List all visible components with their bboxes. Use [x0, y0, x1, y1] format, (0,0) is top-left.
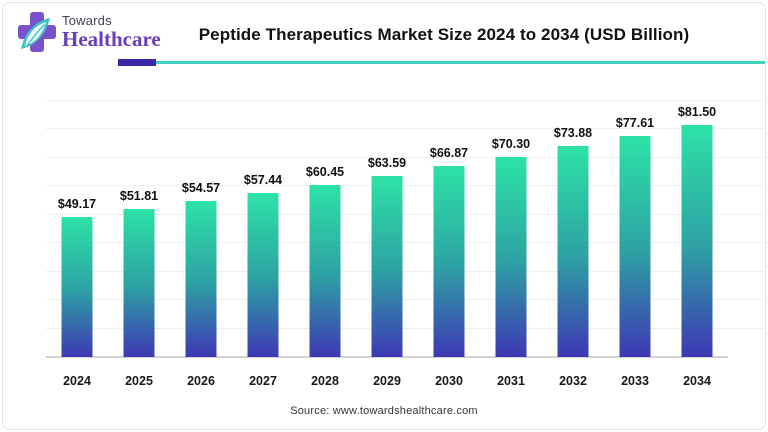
bar-2034 [681, 124, 713, 357]
x-axis-line [46, 356, 728, 358]
x-tick-label-2030: 2030 [435, 374, 463, 388]
bar-value-label-2028: $60.45 [305, 164, 345, 179]
divider-teal-line [156, 61, 765, 64]
x-tick-label-2031: 2031 [497, 374, 525, 388]
logo-text: Towards Healthcare [62, 14, 161, 50]
bar-2025 [123, 209, 155, 357]
bar-2028 [309, 184, 341, 357]
bar-value-label-2033: $77.61 [615, 115, 655, 130]
bar-value-label-2025: $51.81 [119, 189, 159, 204]
bar-2024 [61, 216, 93, 357]
source-text: Source: www.towardshealthcare.com [290, 405, 478, 417]
gridline-90 [46, 99, 765, 101]
divider-purple-segment [118, 59, 156, 66]
x-tick-label-2026: 2026 [187, 374, 215, 388]
title-divider [3, 59, 765, 69]
gridline-80 [46, 128, 765, 129]
bar-chart-plot-area: $49.17 2024 $51.81 2025 $54.57 2026 $57.44 2027… [46, 89, 765, 388]
x-tick-label-2033: 2033 [621, 374, 649, 388]
bar-2030 [433, 166, 465, 357]
x-tick-label-2028: 2028 [311, 374, 339, 388]
bar-value-label-2029: $63.59 [367, 155, 407, 170]
bar-value-label-2024: $49.17 [57, 196, 97, 211]
bar-value-label-2027: $57.44 [243, 173, 283, 188]
gridline-20 [46, 299, 765, 300]
gridline-30 [46, 270, 765, 272]
bar-2032 [557, 146, 589, 357]
gridline-60 [46, 185, 765, 186]
logo-cross-leaf-icon [18, 12, 56, 52]
gridline-10 [46, 327, 765, 329]
x-tick-label-2034: 2034 [683, 374, 711, 388]
gridline-70 [46, 156, 765, 158]
gridline-50 [46, 213, 765, 215]
gridline-40 [46, 242, 765, 243]
x-tick-label-2024: 2024 [63, 374, 91, 388]
x-tick-label-2027: 2027 [249, 374, 277, 388]
bar-2033 [619, 135, 651, 357]
bar-value-label-2030: $66.87 [429, 146, 469, 161]
bar-2027 [247, 193, 279, 357]
bar-value-label-2032: $73.88 [553, 126, 593, 141]
bar-2029 [371, 175, 403, 357]
x-tick-label-2032: 2032 [559, 374, 587, 388]
logo-healthcare-text: Healthcare [62, 27, 161, 51]
bar-value-label-2034: $81.50 [677, 104, 717, 119]
bar-value-label-2031: $70.30 [491, 136, 531, 151]
chart-title: Peptide Therapeutics Market Size 2024 to… [198, 25, 690, 44]
logo-towards-text: Towards [62, 13, 112, 28]
towards-healthcare-logo: Towards Healthcare [17, 11, 161, 53]
x-tick-label-2025: 2025 [125, 374, 153, 388]
bar-value-label-2026: $54.57 [181, 181, 221, 196]
bar-2031 [495, 156, 527, 357]
x-tick-label-2029: 2029 [373, 374, 401, 388]
bar-2026 [185, 201, 217, 357]
